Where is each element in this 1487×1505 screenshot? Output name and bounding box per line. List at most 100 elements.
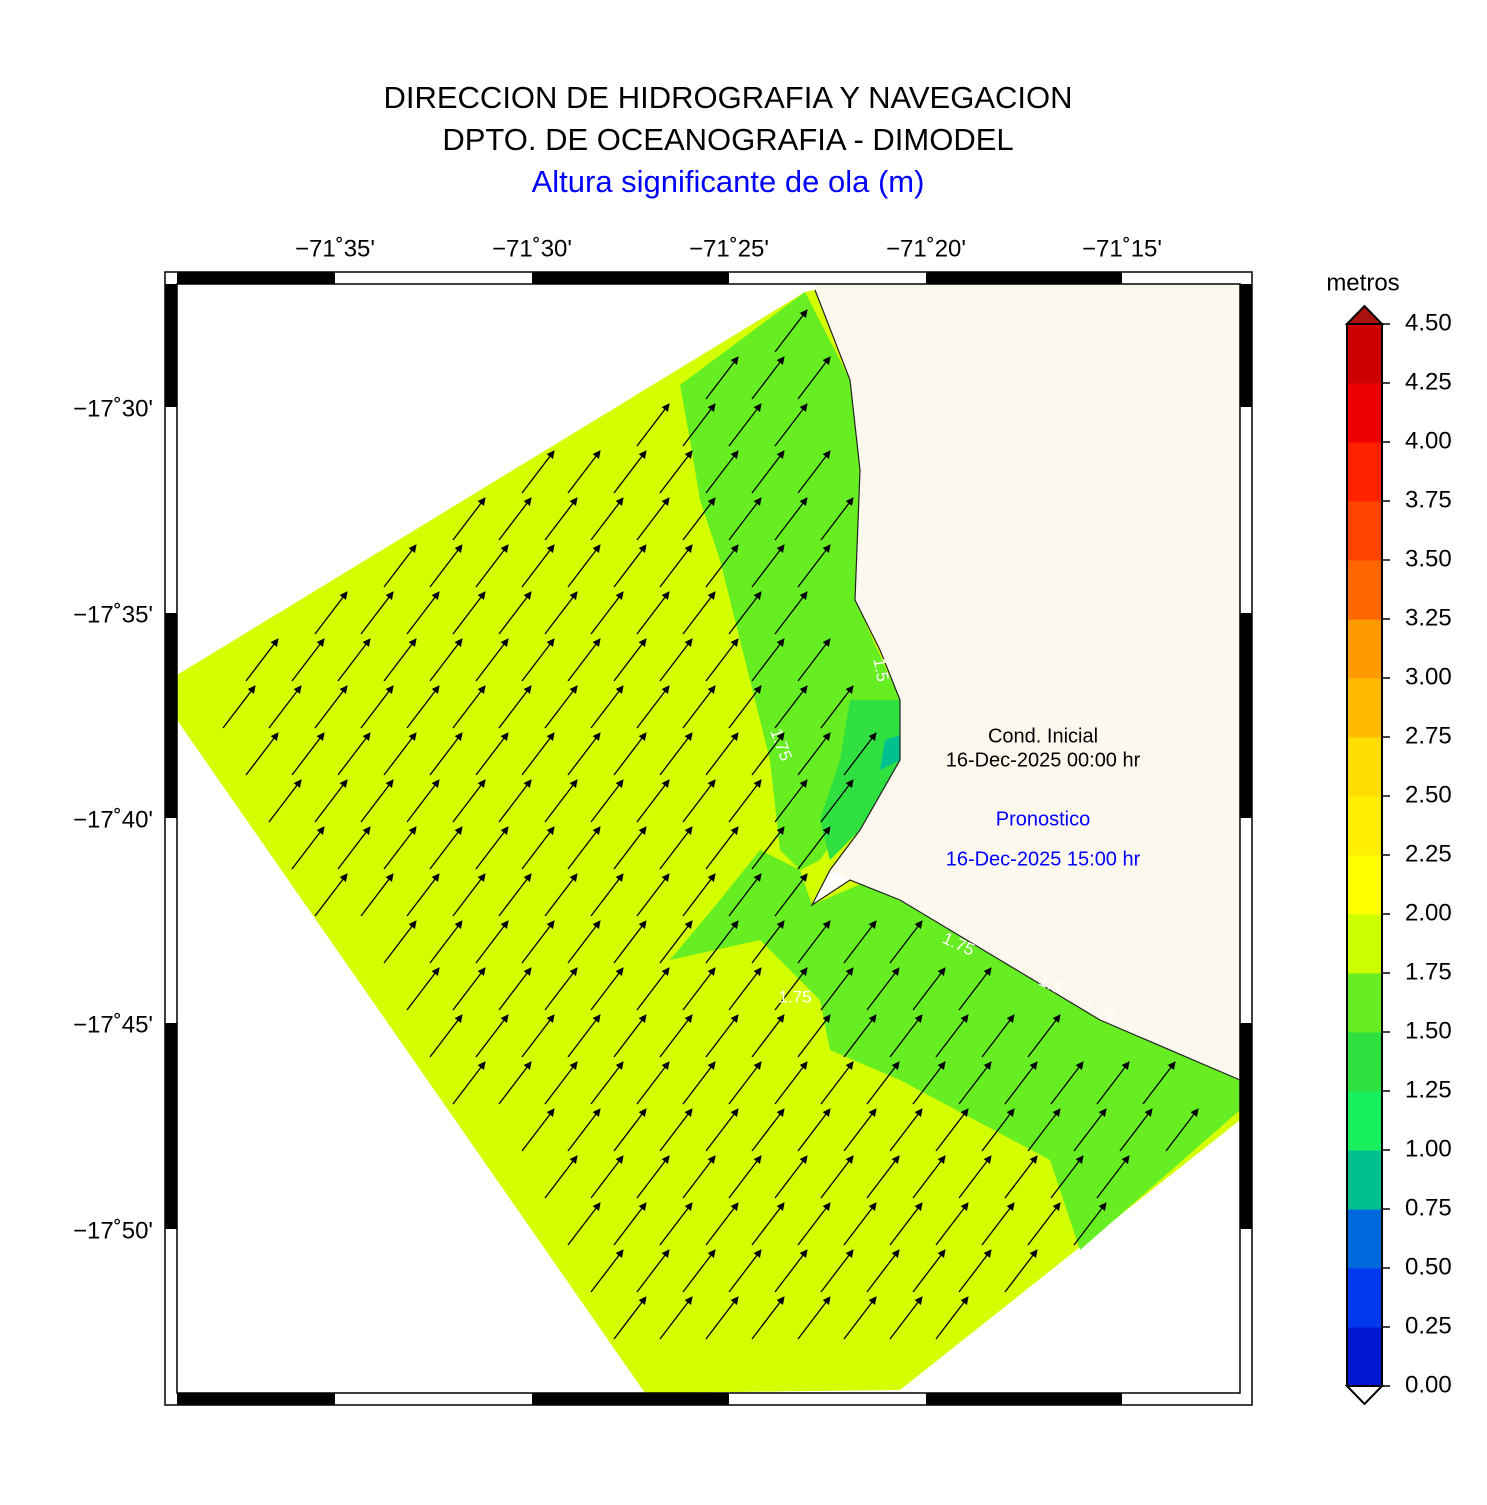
wave-arrow <box>590 967 624 1011</box>
wave-arrow <box>590 1061 624 1105</box>
wave-arrow <box>751 544 785 588</box>
wave-arrow <box>475 638 509 682</box>
wave-arrow <box>475 732 509 776</box>
colorbar-label: 2.00 <box>1405 899 1452 926</box>
colorbar-label: 1.25 <box>1405 1076 1452 1103</box>
wave-arrow <box>1119 1108 1153 1152</box>
frame-bar <box>532 272 729 284</box>
wave-arrow <box>820 779 854 823</box>
wave-arrow <box>406 591 440 635</box>
wave-arrow <box>636 1155 670 1199</box>
colorbar-swatch <box>1347 501 1382 561</box>
wave-arrow <box>705 1202 739 1246</box>
frame-bar <box>177 272 335 284</box>
wave-arrow <box>935 1296 969 1340</box>
wave-arrow <box>751 920 785 964</box>
wave-arrow <box>705 732 739 776</box>
wave-arrow <box>843 920 877 964</box>
frame-bar <box>1240 284 1252 407</box>
wave-arrow <box>498 591 532 635</box>
colorbar-swatch <box>1347 737 1382 797</box>
lat-tick-label: −17˚45' <box>73 1011 153 1038</box>
wave-arrow <box>613 544 647 588</box>
colorbar-label: 4.50 <box>1405 309 1452 336</box>
wave-arrow <box>751 638 785 682</box>
wave-arrow <box>452 873 486 917</box>
wave-arrow <box>567 638 601 682</box>
wave-arrow <box>751 1108 785 1152</box>
wave-arrow <box>567 1202 601 1246</box>
lat-tick-label: −17˚30' <box>73 395 153 422</box>
wave-arrow <box>452 967 486 1011</box>
wave-arrow <box>567 1014 601 1058</box>
wave-arrow <box>452 591 486 635</box>
frame-bar <box>926 272 1122 284</box>
wave-arrow <box>567 544 601 588</box>
wave-arrow <box>797 1014 831 1058</box>
wave-arrow <box>797 920 831 964</box>
lon-tick-label: −71˚30' <box>492 235 572 262</box>
wave-arrow <box>820 1249 854 1293</box>
wave-arrow <box>728 967 762 1011</box>
wave-arrow <box>498 497 532 541</box>
wave-arrow <box>1027 1014 1061 1058</box>
annotation: 16-Dec-2025 15:00 hr <box>946 848 1141 870</box>
wave-arrow <box>659 1296 693 1340</box>
wave-arrow <box>682 779 716 823</box>
wave-arrow <box>751 826 785 870</box>
wave-arrow <box>1004 1155 1038 1199</box>
wave-arrow <box>383 544 417 588</box>
contour-label: 1.75 <box>778 987 811 1006</box>
wave-arrow <box>314 685 348 729</box>
wave-arrow <box>1142 1061 1176 1105</box>
wave-arrow <box>636 967 670 1011</box>
wave-zone <box>680 292 900 870</box>
wave-arrow <box>268 779 302 823</box>
wave-arrow <box>383 920 417 964</box>
wave-arrow <box>613 638 647 682</box>
wave-arrow <box>291 826 325 870</box>
wave-arrow <box>889 1108 923 1152</box>
wave-arrow <box>636 497 670 541</box>
wave-arrow <box>958 1061 992 1105</box>
annotation: Cond. Inicial <box>988 725 1098 747</box>
wave-arrow <box>268 685 302 729</box>
wave-arrow <box>544 873 578 917</box>
wave-arrow <box>498 685 532 729</box>
contour-label: 1.5 <box>870 657 893 684</box>
colorbar-label: 0.00 <box>1405 1371 1452 1398</box>
wave-arrow <box>360 779 394 823</box>
wave-arrow <box>659 1108 693 1152</box>
wave-arrow <box>682 1061 716 1105</box>
colorbar-label: 2.75 <box>1405 722 1452 749</box>
wave-arrow <box>613 732 647 776</box>
colorbar-swatch <box>1347 796 1382 856</box>
wave-arrow <box>406 967 440 1011</box>
frame-bar <box>165 284 177 407</box>
colorbar-bottom <box>1344 1385 1385 1406</box>
wave-arrow <box>544 685 578 729</box>
wave-arrow <box>682 591 716 635</box>
wave-arrow <box>544 497 578 541</box>
colorbar-swatch <box>1347 619 1382 679</box>
wave-arrow <box>452 1061 486 1105</box>
wave-arrow <box>337 732 371 776</box>
wave-arrow <box>774 1061 808 1105</box>
colorbar-swatch <box>1347 973 1382 1033</box>
frame-bar <box>532 1393 729 1405</box>
wave-arrow <box>613 1108 647 1152</box>
wave-arrow <box>728 1249 762 1293</box>
wave-arrow <box>728 497 762 541</box>
annotation: 16-Dec-2025 00:00 hr <box>946 749 1141 771</box>
wave-arrow <box>682 497 716 541</box>
wave-arrow <box>636 403 670 447</box>
wave-arrow <box>659 638 693 682</box>
wave-arrow <box>659 1202 693 1246</box>
lon-tick-label: −71˚35' <box>295 235 375 262</box>
wave-arrow <box>475 826 509 870</box>
lon-tick-label: −71˚15' <box>1082 235 1162 262</box>
wave-arrow <box>498 967 532 1011</box>
wave-arrow <box>820 497 854 541</box>
wave-arrow <box>843 1014 877 1058</box>
wave-arrow <box>728 591 762 635</box>
